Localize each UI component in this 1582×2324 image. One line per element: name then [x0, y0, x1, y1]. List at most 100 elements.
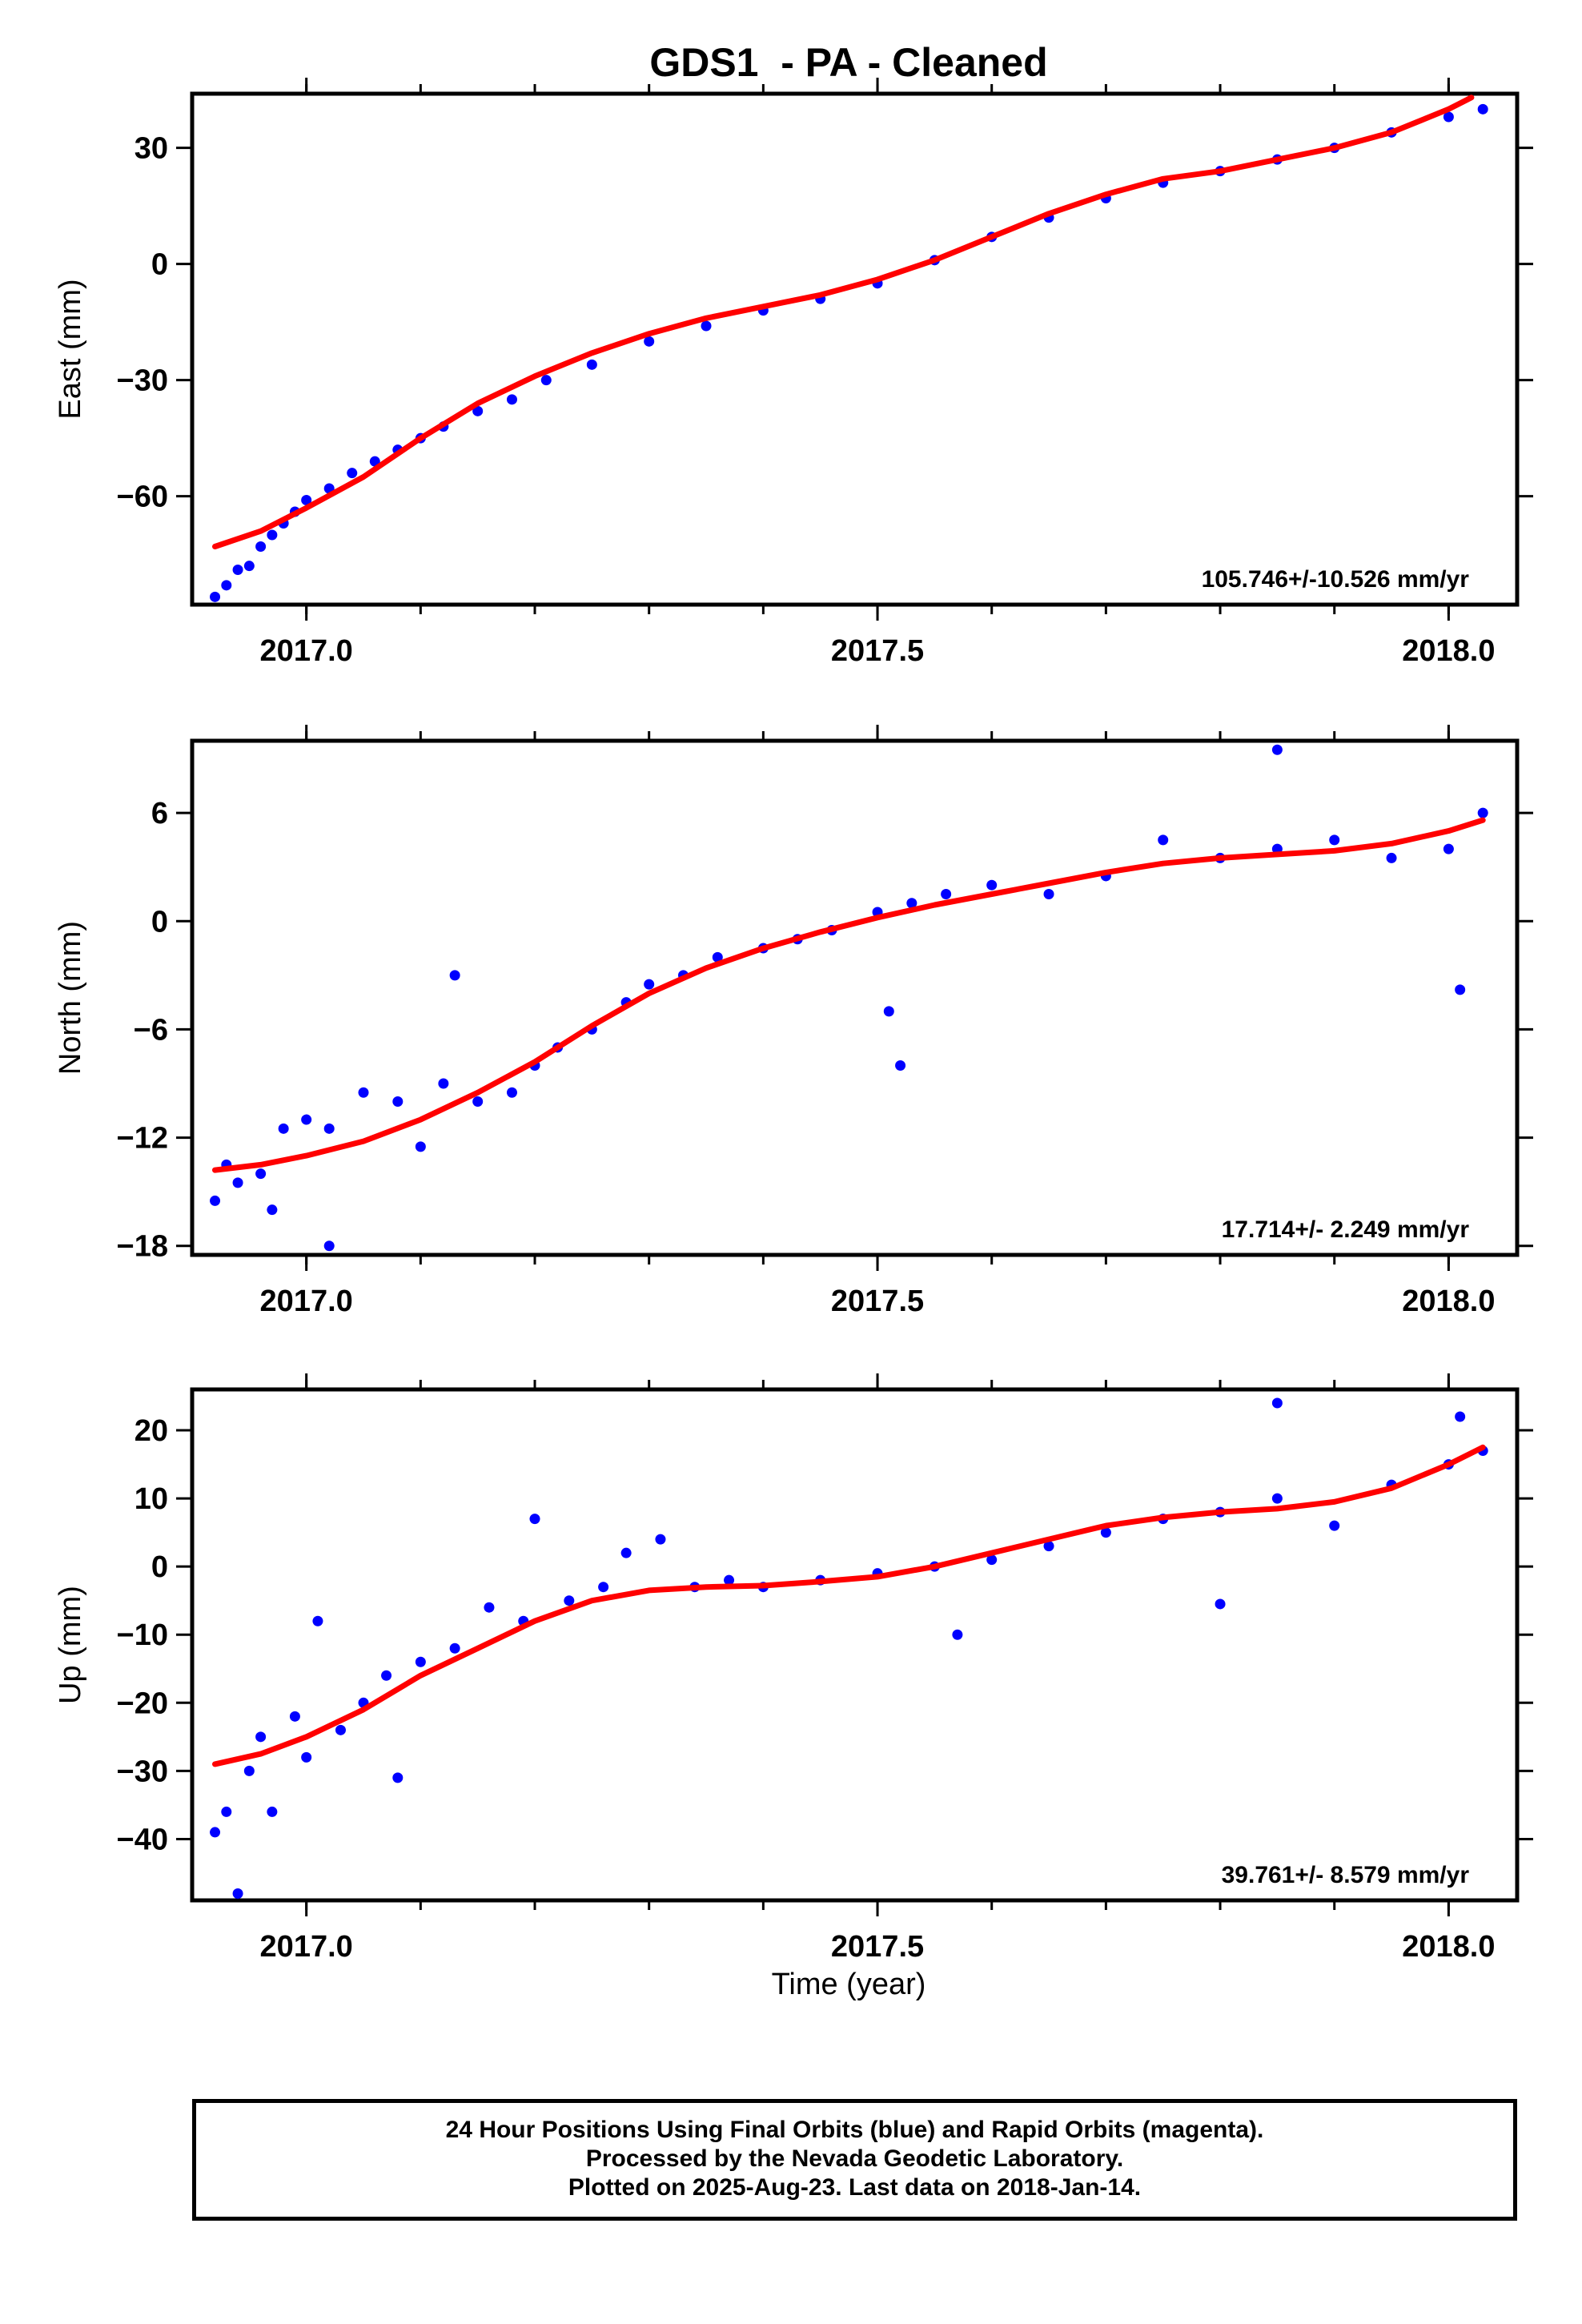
east-data-point: [586, 359, 597, 370]
up-data-point: [986, 1554, 998, 1566]
north-y-tick-label: 0: [151, 905, 168, 939]
north-fit-curve: [212, 817, 1486, 1173]
east-x-tick-label: 2017.0: [260, 634, 353, 668]
north-data-point: [232, 1177, 243, 1188]
footer-line-1: 24 Hour Positions Using Final Orbits (bl…: [445, 2117, 1264, 2143]
up-data-point: [598, 1582, 609, 1593]
north-data-point: [1443, 843, 1454, 854]
east-data-point: [540, 375, 552, 386]
x-axis-label: Time (year): [772, 1968, 926, 2001]
north-data-point: [472, 1096, 484, 1108]
east-data-point: [506, 394, 517, 405]
north-data-point: [278, 1123, 289, 1134]
east-y-tick-label: 30: [135, 132, 168, 166]
north-x-tick-label: 2017.0: [260, 1285, 353, 1318]
up-data-point: [1455, 1411, 1466, 1422]
up-data-point: [1215, 1598, 1226, 1610]
up-y-tick-label: 0: [151, 1550, 168, 1584]
north-data-point: [941, 888, 952, 899]
north-data-point: [255, 1168, 267, 1180]
east-fit-curve: [212, 94, 1475, 549]
north-x-tick-label: 2018.0: [1402, 1285, 1495, 1318]
north-x-tick-label: 2017.5: [831, 1285, 924, 1318]
up-rate-label: 39.761+/- 8.579 mm/yr: [1222, 1862, 1470, 1888]
east-data-point: [243, 561, 255, 572]
north-data-point: [883, 1006, 894, 1017]
up-data-point: [210, 1827, 221, 1838]
north-data-point: [1386, 852, 1397, 863]
north-y-tick-label: −6: [134, 1013, 168, 1047]
up-data-point: [620, 1547, 632, 1558]
chart-title: GDS1 - PA - Cleaned: [649, 40, 1047, 85]
up-data-point: [1100, 1527, 1111, 1538]
east-data-point: [644, 336, 655, 347]
up-data-point: [1271, 1493, 1283, 1504]
up-data-point: [232, 1888, 243, 1899]
footer-box: 24 Hour Positions Using Final Orbits (bl…: [192, 2099, 1517, 2221]
north-data-point: [1271, 744, 1283, 755]
east-data-point: [472, 405, 484, 416]
north-data-point: [323, 1123, 335, 1134]
up-data-point: [564, 1595, 575, 1606]
up-data-point: [1043, 1541, 1054, 1552]
up-y-tick-label: −40: [117, 1823, 168, 1856]
up-data-point: [312, 1615, 323, 1626]
up-data-point: [529, 1514, 540, 1525]
up-data-point: [724, 1574, 735, 1586]
east-plot-frame: [190, 91, 1520, 607]
north-data-point: [415, 1141, 426, 1152]
east-x-tick-label: 2018.0: [1402, 634, 1495, 668]
up-x-tick-label: 2017.5: [831, 1930, 924, 1964]
east-x-tick-label: 2017.5: [831, 634, 924, 668]
north-y-tick-label: 6: [151, 797, 168, 830]
north-y-tick-label: −18: [117, 1230, 168, 1264]
north-data-point: [1329, 834, 1340, 846]
up-data-point: [243, 1765, 255, 1776]
east-data-point: [301, 495, 312, 505]
up-data-point: [449, 1642, 460, 1654]
north-y-axis-label: North (mm): [54, 921, 87, 1075]
east-data-point: [267, 529, 278, 541]
footer-line-2: Processed by the Nevada Geodetic Laborat…: [585, 2145, 1124, 2172]
north-data-point: [1043, 888, 1054, 899]
north-data-point: [358, 1087, 369, 1098]
up-y-tick-label: −30: [117, 1755, 168, 1788]
east-panel: 2017.0 2017.5 2018.0 30 0 −30 −60 East (mm) 105.…: [54, 78, 1533, 668]
up-y-tick-label: −20: [117, 1687, 168, 1720]
east-data-point: [1443, 111, 1454, 123]
up-data-point: [267, 1806, 278, 1817]
up-y-tick-label: −10: [117, 1618, 168, 1652]
east-data-point: [221, 580, 232, 591]
east-y-axis-label: East (mm): [54, 279, 87, 419]
north-data-point: [1158, 834, 1169, 846]
up-data-point: [381, 1670, 392, 1681]
up-y-tick-label: 20: [135, 1414, 168, 1448]
north-data-point: [506, 1087, 517, 1098]
up-data-point: [952, 1629, 963, 1640]
east-rate-label: 105.746+/-10.526 mm/yr: [1202, 566, 1470, 593]
east-data-point: [1477, 103, 1488, 115]
north-y-tick-label: −12: [117, 1122, 168, 1156]
north-data-point: [438, 1078, 449, 1089]
north-data-point: [644, 979, 655, 990]
up-y-tick-label: 10: [135, 1482, 168, 1516]
east-y-tick-label: −60: [117, 480, 168, 514]
up-data-point: [289, 1711, 300, 1722]
up-data-point: [484, 1602, 495, 1613]
up-data-point: [1271, 1397, 1283, 1409]
east-data-point: [701, 320, 712, 332]
up-data-point: [301, 1751, 312, 1763]
up-data-point: [335, 1724, 346, 1735]
north-data-point: [712, 951, 723, 963]
east-data-point: [347, 468, 358, 479]
north-data-point: [986, 879, 998, 891]
north-panel: 2017.0 2017.5 2018.0 6 0 −6 −12 −18 North (mm) 17…: [54, 725, 1533, 1318]
north-data-point: [906, 898, 917, 909]
east-data-point: [232, 565, 243, 575]
east-data-point: [210, 591, 221, 602]
up-y-axis-label: Up (mm): [54, 1586, 87, 1704]
up-data-point: [415, 1656, 426, 1667]
up-data-point: [255, 1731, 267, 1743]
north-data-point: [323, 1240, 335, 1252]
